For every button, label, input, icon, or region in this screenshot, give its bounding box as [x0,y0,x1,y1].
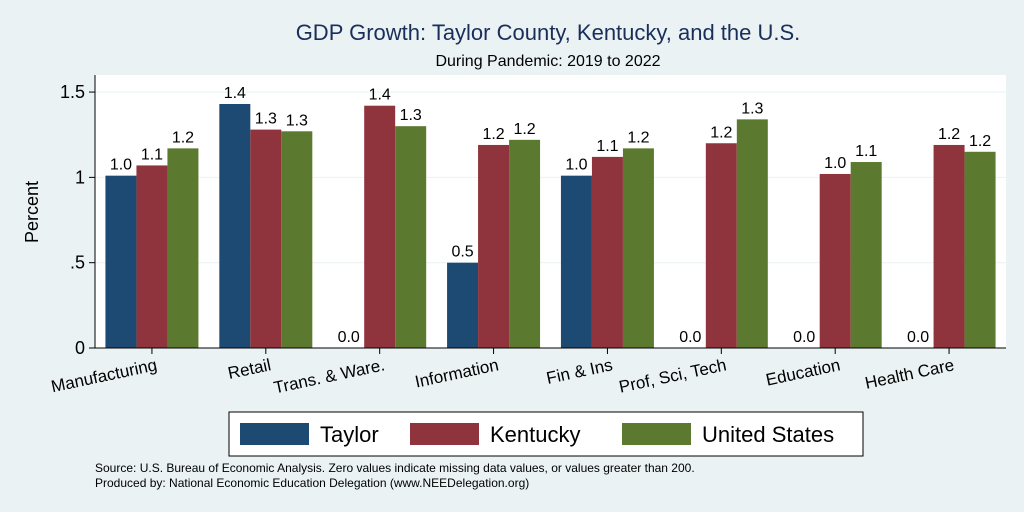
data-label: 1.2 [938,126,960,143]
bar-kentucky [933,144,965,348]
data-label: 1.4 [224,85,246,102]
bar-kentucky [136,165,168,348]
x-category-label: Trans. & Ware. [272,355,387,397]
bar-taylor [105,175,137,348]
y-tick-label: .5 [70,253,85,273]
source-note: Source: U.S. Bureau of Economic Analysis… [95,461,695,475]
x-category-label: Manufacturing [49,355,158,396]
data-label: 1.1 [855,143,877,160]
data-label: 1.2 [513,121,535,138]
bar-taylor [219,104,251,348]
data-label: 1.2 [969,133,991,150]
data-label: 0.5 [451,244,473,261]
bar-united-states [509,139,541,348]
data-label: 0.0 [907,329,929,346]
x-category-label: Information [413,355,500,391]
bar-taylor [560,175,592,348]
x-category-label: Fin & Ins [545,355,615,388]
bar-united-states [622,148,654,348]
legend-swatch [622,423,691,445]
data-label: 0.0 [679,329,701,346]
bar-kentucky [591,156,623,348]
data-label: 1.1 [141,146,163,163]
y-tick-label: 1.5 [60,82,85,102]
data-label: 1.2 [710,124,732,141]
y-tick-label: 1 [75,167,85,187]
bar-taylor [447,262,479,348]
data-label: 1.3 [741,100,763,117]
bar-united-states [736,119,768,348]
legend-label: Kentucky [490,422,581,447]
legend-box [228,411,864,457]
data-label: 1.2 [482,126,504,143]
bar-united-states [167,148,199,348]
x-category-label: Education [764,355,842,389]
legend-label: United States [702,422,834,447]
data-label: 1.2 [172,129,194,146]
data-label: 1.0 [824,155,846,172]
y-tick-label: 0 [75,338,85,358]
bar-kentucky [478,144,510,348]
y-axis-label: Percent [22,181,42,243]
legend: Taylor Kentucky United States [228,411,864,457]
legend-swatch [410,423,479,445]
bar-united-states [850,162,882,348]
x-category-label: Prof, Sci, Tech [617,355,728,396]
chart-subtitle: During Pandemic: 2019 to 2022 [435,53,660,70]
bar-united-states [281,131,313,348]
chart-title: GDP Growth: Taylor County, Kentucky, and… [296,20,801,45]
data-label: 1.4 [369,87,391,104]
bars [105,104,996,349]
data-label: 1.0 [110,157,132,174]
data-label: 1.1 [596,138,618,155]
x-category-label: Health Care [863,355,956,392]
data-label: 1.3 [286,112,308,129]
data-label: 1.3 [255,111,277,128]
x-axis-categories: Manufacturing Retail Trans. & Ware. Informa… [49,348,956,397]
bar-kentucky [250,129,282,348]
x-category-label: Retail [226,355,272,383]
data-label: 1.0 [565,157,587,174]
data-label: 0.0 [793,329,815,346]
bar-kentucky [705,143,737,348]
data-label: 1.3 [400,107,422,124]
data-labels: 1.0 1.1 1.2 1.4 1.3 1.3 0.0 1.4 1.3 0.5 1.2 1.2 1.0 1… [110,85,991,346]
bar-united-states [964,151,996,348]
legend-swatch [240,423,309,445]
bar-united-states [395,126,427,348]
y-axis-ticks: 0 .5 1 1.5 [60,82,95,358]
data-label: 1.2 [627,129,649,146]
bar-kentucky [364,105,396,349]
bar-kentucky [819,173,851,348]
legend-label: Taylor [320,422,379,447]
data-label: 0.0 [338,329,360,346]
producer-note: Produced by: National Economic Education… [95,476,529,490]
